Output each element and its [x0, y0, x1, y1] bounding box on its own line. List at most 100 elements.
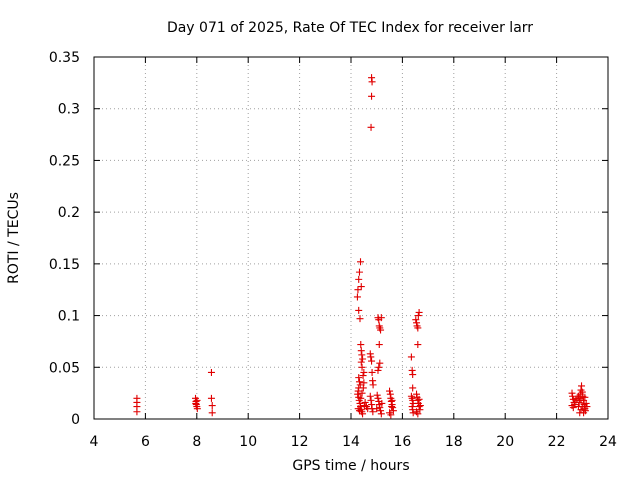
- data-point: [369, 381, 377, 389]
- data-point: [368, 368, 376, 376]
- data-point: [409, 371, 417, 379]
- data-point: [581, 393, 589, 401]
- data-point: [389, 404, 397, 412]
- data-point: [378, 399, 386, 407]
- data-point: [376, 404, 384, 412]
- y-tick-label: 0.25: [49, 153, 80, 169]
- data-point: [358, 363, 366, 371]
- x-tick-label: 24: [599, 434, 617, 450]
- data-point: [574, 392, 582, 400]
- data-point: [366, 392, 374, 400]
- x-tick-label: 6: [141, 434, 150, 450]
- data-point: [409, 409, 417, 417]
- data-point: [355, 374, 363, 382]
- data-point: [357, 341, 365, 349]
- data-point: [368, 357, 376, 365]
- data-point: [582, 399, 590, 407]
- data-point: [355, 407, 363, 415]
- data-point: [207, 368, 215, 376]
- data-point: [389, 407, 397, 415]
- y-tick-label: 0.05: [49, 360, 80, 376]
- data-point: [192, 399, 200, 407]
- data-point: [357, 358, 365, 366]
- data-point: [208, 409, 216, 417]
- data-point: [415, 395, 423, 403]
- data-point: [355, 378, 363, 386]
- data-point: [373, 391, 381, 399]
- x-tick-label: 4: [90, 434, 99, 450]
- data-point: [415, 403, 423, 411]
- data-point: [414, 324, 422, 332]
- y-tick-label: 0.1: [58, 309, 80, 325]
- data-point: [376, 359, 384, 367]
- data-point: [354, 390, 362, 398]
- data-point: [193, 405, 201, 413]
- data-point: [359, 372, 367, 380]
- data-point: [414, 312, 422, 320]
- x-tick-label: 18: [445, 434, 463, 450]
- data-point: [133, 408, 141, 416]
- data-point: [355, 275, 363, 283]
- data-point: [377, 314, 385, 322]
- data-point: [354, 286, 362, 294]
- data-point: [388, 396, 396, 404]
- data-point: [193, 396, 201, 404]
- x-axis-title: GPS time / hours: [292, 458, 409, 474]
- data-point: [207, 394, 215, 402]
- axis-tick-labels: 4 6 8 10 12 14 16 18 20 22 24 0 0.05 0.1 0.15 0.2 0.25 0.…: [49, 50, 617, 450]
- data-point: [414, 341, 422, 349]
- data-point: [387, 411, 395, 419]
- data-point: [583, 403, 591, 411]
- data-point: [569, 392, 577, 400]
- data-point: [359, 355, 367, 363]
- y-tick-label: 0.15: [49, 257, 80, 273]
- x-tick-label: 10: [239, 434, 257, 450]
- data-point: [356, 381, 364, 389]
- data-point: [368, 92, 376, 100]
- data-point: [369, 408, 377, 416]
- data-point: [358, 351, 366, 359]
- data-point: [359, 410, 367, 418]
- data-point: [414, 410, 422, 418]
- data-point: [407, 353, 415, 361]
- data-point: [409, 384, 417, 392]
- data-point: [415, 308, 423, 316]
- plot-frame: [93, 56, 609, 420]
- x-tick-label: 8: [192, 434, 201, 450]
- y-tick-label: 0.2: [58, 205, 80, 221]
- data-point: [360, 368, 368, 376]
- data-point: [367, 353, 375, 361]
- data-point: [374, 394, 382, 402]
- data-point: [578, 382, 586, 390]
- data-point: [386, 387, 394, 395]
- data-point: [208, 402, 216, 410]
- data-point: [388, 403, 396, 411]
- data-point: [374, 366, 382, 374]
- data-point: [367, 123, 375, 131]
- y-axis-title: ROTI / TECUs: [6, 192, 22, 284]
- x-tick-label: 22: [548, 434, 566, 450]
- data-point: [358, 389, 366, 397]
- data-point: [353, 293, 361, 301]
- data-point: [357, 394, 365, 402]
- data-point: [569, 404, 577, 412]
- data-point: [377, 407, 385, 415]
- y-tick-label: 0: [71, 412, 80, 428]
- data-point: [356, 315, 364, 323]
- data-point: [355, 306, 363, 314]
- data-point: [373, 405, 381, 413]
- grid-lines: [94, 57, 608, 419]
- data-point: [375, 341, 383, 349]
- data-point: [361, 398, 369, 406]
- data-point: [357, 258, 365, 266]
- chart-title: Day 071 of 2025, Rate Of TEC Index for r…: [167, 20, 533, 36]
- data-point: [368, 78, 376, 86]
- data-point: [580, 409, 588, 417]
- data-point: [416, 402, 424, 410]
- data-point: [577, 396, 585, 404]
- data-point: [377, 410, 385, 418]
- data-point: [375, 363, 383, 371]
- data-point: [377, 326, 385, 334]
- data-point: [571, 401, 579, 409]
